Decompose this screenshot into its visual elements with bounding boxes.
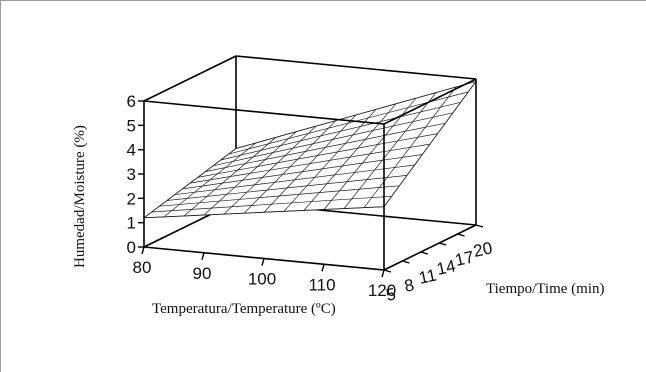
x-tick-mark — [381, 269, 385, 278]
box-edge — [143, 55, 237, 102]
x-tick-mark — [201, 252, 205, 260]
y-tick-mark — [420, 251, 428, 255]
z-tick-label: 0 — [127, 238, 136, 257]
x-tick-mark — [321, 264, 325, 272]
x-tick-mark — [261, 258, 265, 266]
x-axis-label: Temperatura/Temperature (ºC) — [152, 301, 336, 317]
x-tick-label: 90 — [193, 264, 212, 283]
y-tick-label: 20 — [472, 238, 494, 261]
y-tick-label: 5 — [384, 284, 397, 305]
y-tick-label: 8 — [403, 275, 416, 296]
y-tick-label: 14 — [435, 256, 457, 279]
z-tick-label: 3 — [127, 165, 136, 184]
z-tick-label: 5 — [127, 116, 136, 135]
box-edge — [383, 224, 477, 271]
box-edge — [143, 100, 385, 125]
y-tick-mark — [457, 233, 465, 237]
z-tick-label: 2 — [127, 189, 136, 208]
surface-grid-line — [235, 81, 477, 149]
y-tick-mark — [383, 269, 392, 273]
x-tick-label: 120 — [368, 281, 396, 300]
z-tick-label: 4 — [127, 141, 136, 160]
surface-grid-line — [220, 101, 461, 161]
x-tick-label: 100 — [248, 270, 276, 289]
surface-grid-line — [383, 81, 477, 207]
response-surface — [142, 80, 478, 219]
x-tick-label: 80 — [133, 258, 152, 277]
box-edge — [383, 78, 477, 125]
y-axis-label: Tiempo/Time (min) — [486, 281, 605, 297]
box-edge — [235, 55, 477, 80]
surface-grid-line — [363, 86, 457, 208]
z-axis-label: Humedad/Moisture (%) — [72, 125, 88, 268]
x-tick-mark — [141, 246, 145, 255]
y-tick-mark — [439, 242, 447, 246]
z-tick-label: 6 — [127, 92, 136, 111]
y-tick-label: 17 — [453, 247, 475, 270]
y-tick-label: 11 — [417, 265, 438, 287]
y-tick-mark — [402, 260, 410, 264]
y-tick-mark — [475, 224, 484, 228]
x-tick-label: 110 — [308, 275, 335, 294]
z-tick-label: 1 — [127, 214, 136, 233]
